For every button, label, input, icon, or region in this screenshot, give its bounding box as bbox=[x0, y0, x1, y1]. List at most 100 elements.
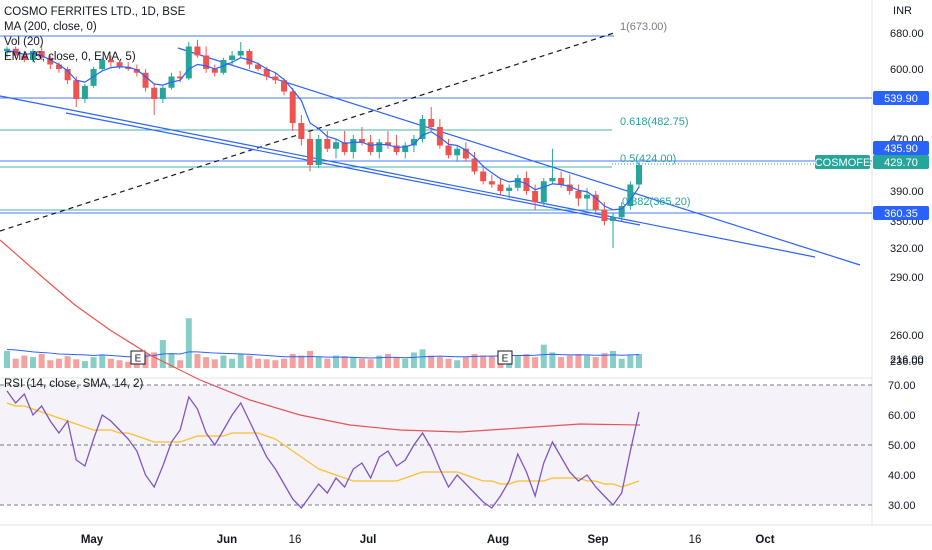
time-axis[interactable]: May Jun 16 Jul Aug Sep 16 Oct bbox=[81, 534, 775, 546]
candle bbox=[497, 178, 504, 195]
upper-channel-line bbox=[177, 47, 861, 266]
candle bbox=[203, 46, 210, 73]
candle bbox=[107, 55, 114, 67]
candle-body bbox=[428, 119, 435, 127]
legend-ma[interactable]: MA (200, close, 0) bbox=[4, 21, 97, 33]
candle-body bbox=[410, 139, 417, 146]
legend-volume[interactable]: Vol (20) bbox=[4, 36, 44, 48]
candle bbox=[116, 60, 123, 69]
candle bbox=[142, 69, 149, 92]
price-axis[interactable]: 680.00600.00520.00470.00390.00350.00320.… bbox=[815, 28, 929, 512]
volume-bar bbox=[90, 357, 97, 368]
volume-bar bbox=[384, 353, 391, 368]
candle bbox=[81, 84, 88, 103]
candle-body bbox=[566, 184, 573, 191]
candle bbox=[99, 57, 106, 71]
candle-body bbox=[73, 80, 80, 99]
volume-bar bbox=[81, 361, 88, 368]
candle-body bbox=[376, 142, 383, 152]
candle bbox=[384, 131, 391, 149]
candle bbox=[4, 46, 10, 58]
candle-body bbox=[107, 60, 114, 63]
candle bbox=[289, 87, 296, 131]
candle bbox=[471, 152, 478, 175]
candle-body bbox=[540, 181, 547, 203]
volume-bar bbox=[289, 353, 296, 368]
candle-body bbox=[255, 64, 262, 69]
candle bbox=[350, 135, 357, 159]
grid-lines bbox=[0, 0, 932, 526]
volume-bar bbox=[99, 354, 106, 368]
volume-bar bbox=[402, 358, 409, 368]
candle-body bbox=[307, 139, 314, 165]
price-tick-label: 320.00 bbox=[890, 243, 924, 255]
volume-bar bbox=[428, 355, 435, 368]
candle bbox=[185, 42, 192, 81]
price-badge: 539.90 bbox=[873, 91, 929, 105]
candle bbox=[29, 48, 36, 63]
candle bbox=[90, 66, 97, 88]
candle bbox=[575, 184, 582, 206]
candle-body bbox=[203, 55, 210, 69]
candle-body bbox=[281, 80, 288, 92]
volume-bar bbox=[436, 357, 443, 368]
volume-bar bbox=[38, 353, 45, 368]
symbol-badge-box bbox=[815, 155, 870, 169]
candle-body bbox=[419, 119, 426, 139]
candle-body bbox=[618, 206, 625, 218]
rsi-tick-label: 70.00 bbox=[888, 380, 916, 392]
rsi-tick-label: 30.00 bbox=[888, 500, 916, 512]
volume-bar bbox=[324, 358, 331, 368]
volume-bar bbox=[64, 356, 71, 368]
candle-body bbox=[55, 64, 62, 69]
volume-bar bbox=[367, 359, 374, 368]
volume-bar bbox=[419, 349, 426, 368]
candle-body bbox=[29, 51, 36, 60]
volume-bar bbox=[480, 355, 487, 368]
time-tick-label: 16 bbox=[689, 534, 702, 546]
candle bbox=[211, 64, 218, 77]
volume-bar bbox=[246, 355, 253, 368]
volume-bar bbox=[220, 355, 227, 368]
candle-body bbox=[237, 51, 244, 56]
earnings-box bbox=[497, 350, 513, 365]
candle-body bbox=[506, 187, 513, 191]
price-tick-label: 680.00 bbox=[890, 28, 924, 40]
candle-body bbox=[367, 142, 374, 152]
volume-bar bbox=[237, 353, 244, 368]
price-tick-label: 600.00 bbox=[890, 64, 924, 76]
volume-bar bbox=[307, 350, 314, 368]
legend-ema[interactable]: EMA (5, close, 0, EMA, 5) bbox=[4, 51, 136, 63]
volume-bar bbox=[47, 360, 54, 368]
volume-bar bbox=[523, 353, 530, 368]
candle-body bbox=[532, 191, 539, 203]
legend-symbol[interactable]: COSMO FERRITES LTD., 1D, BSE bbox=[4, 6, 186, 18]
trendline-drawings[interactable]: 1(673.00) 0.618(482.75) 0.5(424.00) 0.382(3… bbox=[0, 21, 872, 266]
fib-label: 0.618(482.75) bbox=[620, 116, 689, 128]
candle bbox=[332, 139, 339, 159]
candle bbox=[237, 42, 244, 58]
badge-label: 360.35 bbox=[884, 208, 918, 220]
volume-bar bbox=[315, 357, 322, 368]
candle-body bbox=[436, 127, 443, 146]
rsi-tick-label: 40.00 bbox=[888, 470, 916, 482]
volume-bar bbox=[610, 350, 617, 368]
candle-body bbox=[358, 139, 365, 143]
candle bbox=[376, 139, 383, 159]
candle-body bbox=[194, 46, 201, 56]
legend-rsi[interactable]: RSI (14, close, SMA, 14, 2) bbox=[4, 378, 144, 390]
symbol-badge-label: COSMOFE bbox=[815, 157, 871, 169]
price-badge: 360.35 bbox=[873, 206, 929, 220]
candle-body bbox=[64, 69, 71, 81]
candle bbox=[125, 62, 132, 71]
candle bbox=[506, 184, 513, 199]
candle-body bbox=[488, 181, 495, 185]
candle bbox=[488, 174, 495, 188]
candle-body bbox=[592, 194, 599, 210]
volume-bar bbox=[107, 358, 114, 368]
volume-bar bbox=[350, 357, 357, 368]
volume-bar bbox=[592, 357, 599, 368]
volume-bar bbox=[601, 353, 608, 368]
candle bbox=[462, 142, 469, 162]
